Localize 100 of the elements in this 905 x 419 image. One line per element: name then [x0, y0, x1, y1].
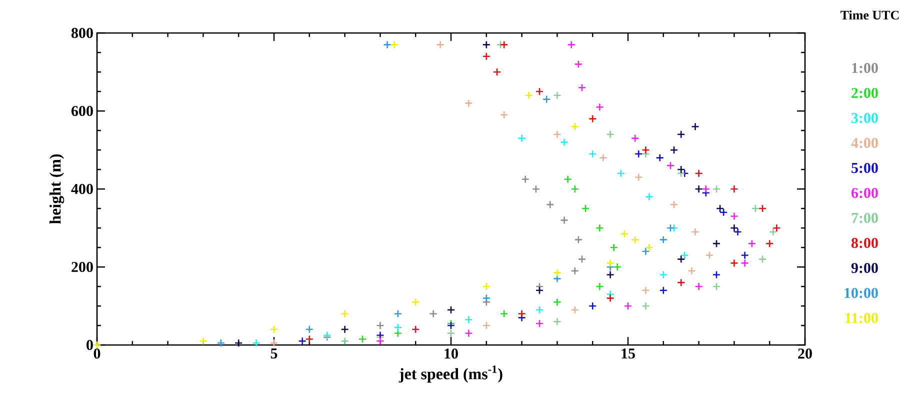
point: [606, 294, 614, 302]
point: [610, 243, 618, 252]
point: [712, 239, 721, 248]
point: [688, 266, 696, 276]
point: [500, 110, 508, 120]
point: [642, 247, 650, 256]
point: [765, 239, 774, 248]
text: 10:00: [844, 288, 878, 298]
point: [570, 184, 580, 194]
point: [578, 83, 586, 92]
point: [524, 91, 534, 100]
point: [705, 251, 714, 260]
point: [676, 255, 686, 264]
point: [535, 306, 544, 314]
point: [616, 169, 626, 178]
point: [446, 329, 456, 338]
point: [670, 200, 678, 209]
point: [740, 258, 749, 268]
point: [712, 184, 721, 194]
point: [560, 138, 568, 146]
point: [630, 236, 640, 244]
point: [340, 325, 349, 334]
point: [482, 282, 491, 291]
point: [270, 338, 278, 348]
point: [376, 336, 384, 346]
point: [500, 40, 508, 49]
point: [464, 329, 473, 338]
point: [659, 236, 668, 244]
point: [666, 161, 675, 170]
point: [634, 150, 643, 158]
point: [694, 184, 703, 194]
point: [464, 315, 473, 324]
y-tick-label: 800: [71, 28, 93, 38]
point: [645, 243, 654, 252]
y-tick-label: 0: [86, 340, 93, 350]
x-tick-label: 5: [270, 348, 278, 358]
point: [570, 122, 580, 131]
point: [482, 52, 491, 61]
point: [570, 306, 580, 314]
point: [411, 298, 420, 306]
point: [691, 228, 700, 236]
point: [394, 310, 402, 318]
point: [376, 321, 384, 330]
point: [734, 228, 742, 236]
point: [411, 325, 420, 334]
point: [694, 169, 703, 178]
point: [394, 329, 402, 338]
point: [464, 99, 473, 108]
point: [751, 204, 760, 213]
point: [702, 184, 710, 194]
point: [394, 323, 402, 332]
point: [620, 230, 629, 238]
point: [553, 268, 562, 277]
point: [535, 319, 544, 328]
point: [535, 87, 544, 96]
point: [730, 184, 738, 194]
point: [748, 239, 756, 248]
point: [659, 270, 668, 279]
point: [482, 294, 491, 302]
point: [553, 298, 562, 306]
y-tick-label: 400: [71, 184, 93, 194]
point: [518, 310, 526, 318]
point: [574, 236, 583, 244]
x-tick-label: 15: [622, 348, 635, 359]
point: [560, 216, 568, 224]
point: [630, 134, 640, 142]
point: [553, 130, 562, 139]
point: [305, 325, 314, 334]
point: [492, 68, 502, 76]
point: [383, 40, 392, 49]
point: [694, 282, 703, 291]
y-tick-label: 600: [71, 106, 93, 116]
point: [712, 270, 721, 279]
y-axis-title: height (m): [49, 154, 64, 224]
point: [740, 251, 749, 260]
point: [340, 336, 349, 346]
text: 3:00: [852, 112, 878, 124]
text: 5:00: [852, 162, 878, 174]
point: [596, 224, 604, 232]
point: [500, 310, 508, 318]
point: [719, 208, 728, 217]
point: [482, 321, 491, 330]
point: [680, 251, 689, 260]
point: [670, 146, 678, 154]
point: [659, 286, 668, 295]
point: [199, 336, 208, 346]
text: 4:00: [851, 138, 878, 148]
point: [642, 302, 650, 310]
text: 9:00: [851, 262, 878, 274]
point: [606, 270, 614, 279]
point: [532, 184, 540, 194]
x-axis-title: jet speed (ms$^{-1}$): [398, 366, 502, 383]
point: [390, 40, 399, 49]
point: [340, 310, 349, 318]
point: [581, 204, 590, 213]
point: [305, 334, 314, 344]
text: 7:00: [852, 212, 878, 224]
point: [567, 40, 576, 49]
point: [252, 338, 260, 348]
point: [234, 338, 243, 348]
